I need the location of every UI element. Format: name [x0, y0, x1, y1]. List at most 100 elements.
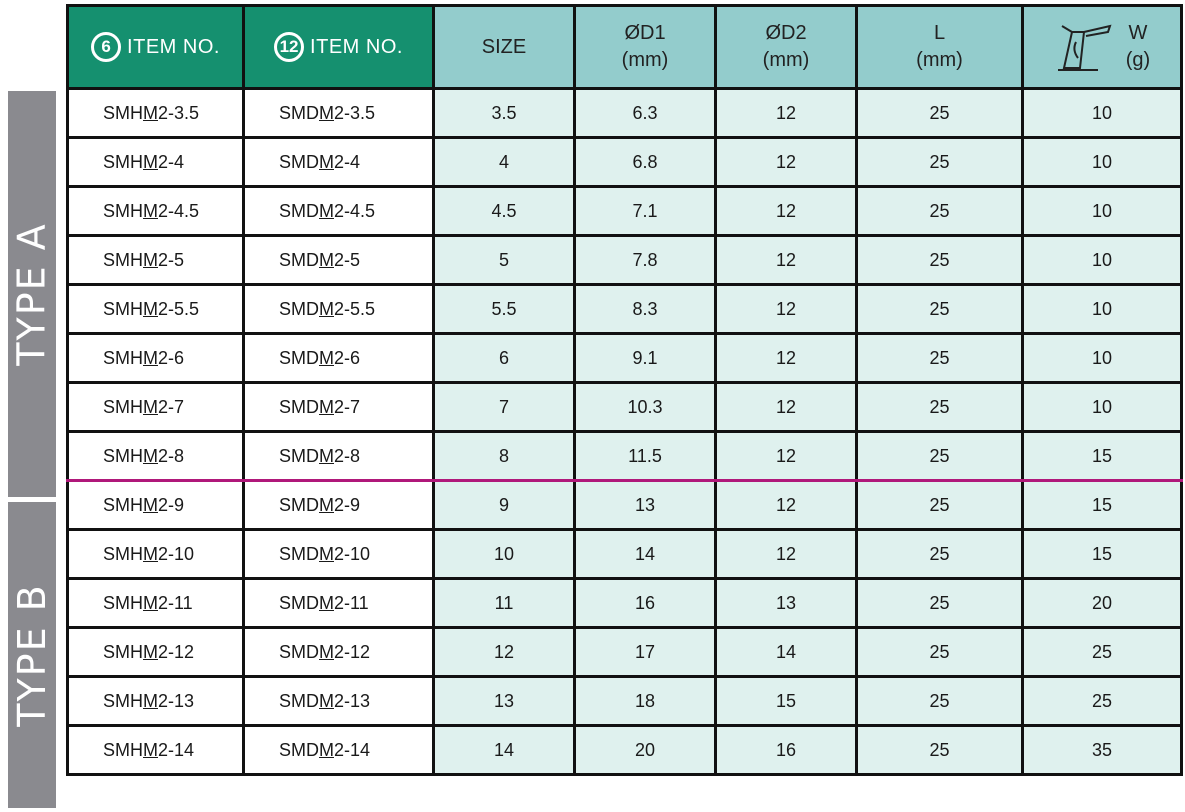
hex-item-no-prefix: SMH [103, 347, 143, 368]
hex-item-no-cell: SMHM2-9 [66, 479, 245, 531]
d1-header: ØD1 (mm) [573, 4, 717, 90]
bihex-item-no-prefix: SMD [279, 641, 319, 662]
bihex-item-no-suffix: 2-4.5 [334, 200, 376, 221]
hex-item-no-prefix: SMH [103, 445, 143, 466]
size-cell: 5 [432, 234, 576, 286]
l-cell: 25 [855, 479, 1024, 531]
bihex-item-no-prefix: SMD [279, 347, 319, 368]
hex-item-no-marker: M [143, 592, 158, 613]
l-header-unit: (mm) [916, 49, 963, 71]
w-header-label: W [1128, 22, 1148, 44]
w-cell: 20 [1021, 577, 1183, 629]
bihex-item-no-marker: M [319, 592, 334, 613]
d1-cell: 7.1 [573, 185, 717, 237]
hex-item-no-marker: M [143, 298, 158, 319]
d1-cell: 16 [573, 577, 717, 629]
w-cell: 35 [1021, 724, 1183, 776]
hex-item-no-marker: M [143, 347, 158, 368]
hex-item-no-cell: SMHM2-12 [66, 626, 245, 678]
bihex-item-no-cell: SMDM2-9 [242, 479, 435, 531]
bihex-item-no-marker: M [319, 543, 334, 564]
l-cell: 25 [855, 234, 1024, 286]
size-cell: 3.5 [432, 87, 576, 139]
d2-cell: 12 [714, 87, 858, 139]
d1-cell: 11.5 [573, 430, 717, 482]
w-cell: 10 [1021, 185, 1183, 237]
hex-item-no-prefix: SMH [103, 641, 143, 662]
bihex-item-no-cell: SMDM2-14 [242, 724, 435, 776]
d1-header-label: ØD1 [624, 22, 666, 44]
d2-cell: 12 [714, 234, 858, 286]
bihex-item-no-prefix: SMD [279, 445, 319, 466]
w-cell: 10 [1021, 381, 1183, 433]
table-row: SMHM2-4.5 SMDM2-4.5 4.5 7.1 12 25 10 [66, 185, 1183, 237]
bihex-item-no-prefix: SMD [279, 200, 319, 221]
hex-item-no-prefix: SMH [103, 102, 143, 123]
l-cell: 25 [855, 185, 1024, 237]
l-cell: 25 [855, 577, 1024, 629]
l-cell: 25 [855, 528, 1024, 580]
bihex-item-no-cell: SMDM2-13 [242, 675, 435, 727]
table-row: SMHM2-11 SMDM2-11 11 16 13 25 20 [66, 577, 1183, 629]
bihex-item-no-prefix: SMD [279, 739, 319, 760]
l-cell: 25 [855, 381, 1024, 433]
l-cell: 25 [855, 675, 1024, 727]
size-cell: 13 [432, 675, 576, 727]
bihex-item-no-marker: M [319, 641, 334, 662]
hex-item-no-cell: SMHM2-4 [66, 136, 245, 188]
bihex-item-no-marker: M [319, 249, 334, 270]
bihex-item-no-suffix: 2-5.5 [334, 298, 376, 319]
bihex-item-no-marker: M [319, 200, 334, 221]
d2-cell: 12 [714, 185, 858, 237]
bihex-item-no-suffix: 2-14 [334, 739, 371, 760]
type-a-label-bar: TYPE A [8, 91, 56, 497]
w-cell: 15 [1021, 528, 1183, 580]
bihex-item-no-cell: SMDM2-5 [242, 234, 435, 286]
d2-cell: 12 [714, 381, 858, 433]
d1-cell: 10.3 [573, 381, 717, 433]
d2-cell: 12 [714, 479, 858, 531]
bihex-item-no-prefix: SMD [279, 690, 319, 711]
l-header: L (mm) [855, 4, 1024, 90]
bihex-item-no-cell: SMDM2-3.5 [242, 87, 435, 139]
bihex-item-no-cell: SMDM2-10 [242, 528, 435, 580]
d1-cell: 6.8 [573, 136, 717, 188]
l-cell: 25 [855, 283, 1024, 335]
hex-item-no-cell: SMHM2-14 [66, 724, 245, 776]
item-no-bihex-label: ITEM NO. [310, 35, 403, 58]
w-cell: 15 [1021, 479, 1183, 531]
hex-item-no-prefix: SMH [103, 543, 143, 564]
bihex-item-no-prefix: SMD [279, 298, 319, 319]
d2-header-label: ØD2 [765, 22, 807, 44]
hex-item-no-suffix: 2-11 [158, 592, 193, 613]
hex-item-no-suffix: 2-5 [158, 249, 185, 270]
hex-item-no-cell: SMHM2-7 [66, 381, 245, 433]
bihex-item-no-prefix: SMD [279, 592, 319, 613]
bihex-item-no-marker: M [319, 347, 334, 368]
l-cell: 25 [855, 724, 1024, 776]
bihex-item-no-marker: M [319, 298, 334, 319]
bihex-item-no-marker: M [319, 445, 334, 466]
w-cell: 10 [1021, 283, 1183, 335]
hex-item-no-cell: SMHM2-11 [66, 577, 245, 629]
size-cell: 8 [432, 430, 576, 482]
hex-item-no-marker: M [143, 249, 158, 270]
bihex-item-no-cell: SMDM2-11 [242, 577, 435, 629]
l-header-label: L [933, 22, 946, 44]
bihex-item-no-cell: SMDM2-7 [242, 381, 435, 433]
w-header: W (g) [1021, 4, 1183, 90]
table-row: SMHM2-5 SMDM2-5 5 7.8 12 25 10 [66, 234, 1183, 286]
bihex-item-no-suffix: 2-13 [334, 690, 371, 711]
item-no-hex-label: ITEM NO. [127, 35, 220, 58]
l-cell: 25 [855, 626, 1024, 678]
hex-item-no-cell: SMHM2-13 [66, 675, 245, 727]
hex-item-no-cell: SMHM2-6 [66, 332, 245, 384]
size-cell: 9 [432, 479, 576, 531]
table-row: SMHM2-8 SMDM2-8 8 11.5 12 25 15 [66, 430, 1183, 482]
hex-item-no-suffix: 2-14 [158, 739, 195, 760]
size-cell: 14 [432, 724, 576, 776]
w-cell: 25 [1021, 626, 1183, 678]
d1-cell: 6.3 [573, 87, 717, 139]
bihex-item-no-cell: SMDM2-8 [242, 430, 435, 482]
bihex-item-no-suffix: 2-3.5 [334, 102, 376, 123]
